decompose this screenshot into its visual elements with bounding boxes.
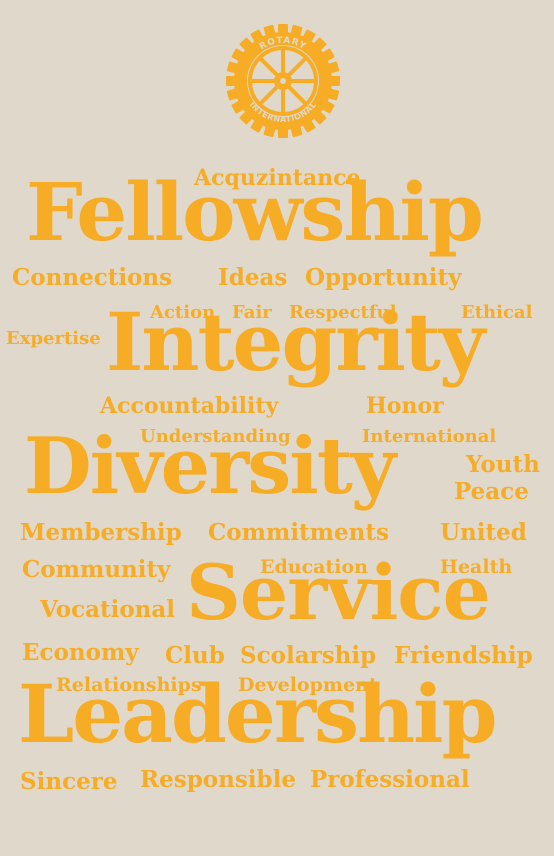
word-relationships: Relationships — [56, 674, 202, 696]
word-international: International — [362, 426, 497, 447]
word-service: Service — [186, 548, 491, 637]
word-sincere: Sincere — [20, 768, 118, 795]
word-opportunity: Opportunity — [305, 264, 462, 291]
word-development: Development — [238, 674, 378, 696]
word-ideas: Ideas — [218, 264, 288, 291]
word-leadership: Leadership — [18, 667, 497, 761]
word-fair: Fair — [232, 302, 272, 323]
word-expertise: Expertise — [6, 328, 101, 349]
word-united: United — [440, 519, 527, 546]
word-community: Community — [22, 556, 171, 583]
word-responsible: Responsible — [140, 766, 296, 793]
word-integrity: Integrity — [106, 295, 485, 389]
word-connections: Connections — [12, 264, 173, 291]
word-health: Health — [440, 556, 513, 578]
word-understanding: Understanding — [140, 426, 291, 447]
word-professional: Professional — [310, 766, 470, 793]
word-action: Action — [150, 302, 216, 323]
word-ethical: Ethical — [461, 302, 533, 323]
word-acquzintance: Acquzintance — [194, 165, 361, 191]
word-fellowship: Fellowship — [26, 165, 484, 259]
word-club: Club — [165, 642, 225, 669]
word-vocational: Vocational — [40, 596, 176, 623]
word-youth: Youth — [466, 451, 540, 478]
word-commitments: Commitments — [208, 519, 389, 546]
rotary-wheel-icon: ROTARY INTERNATIONAL — [226, 24, 340, 138]
word-accountability: Accountability — [100, 393, 279, 419]
word-respectful: Respectful — [289, 302, 397, 323]
word-peace: Peace — [454, 478, 529, 505]
word-economy: Economy — [22, 639, 139, 666]
word-membership: Membership — [20, 519, 182, 546]
word-scolarship: Scolarship — [240, 642, 377, 669]
word-honor: Honor — [366, 393, 444, 419]
word-diversity: Diversity — [24, 421, 396, 512]
word-friendship: Friendship — [394, 642, 533, 669]
word-education: Education — [260, 556, 368, 578]
